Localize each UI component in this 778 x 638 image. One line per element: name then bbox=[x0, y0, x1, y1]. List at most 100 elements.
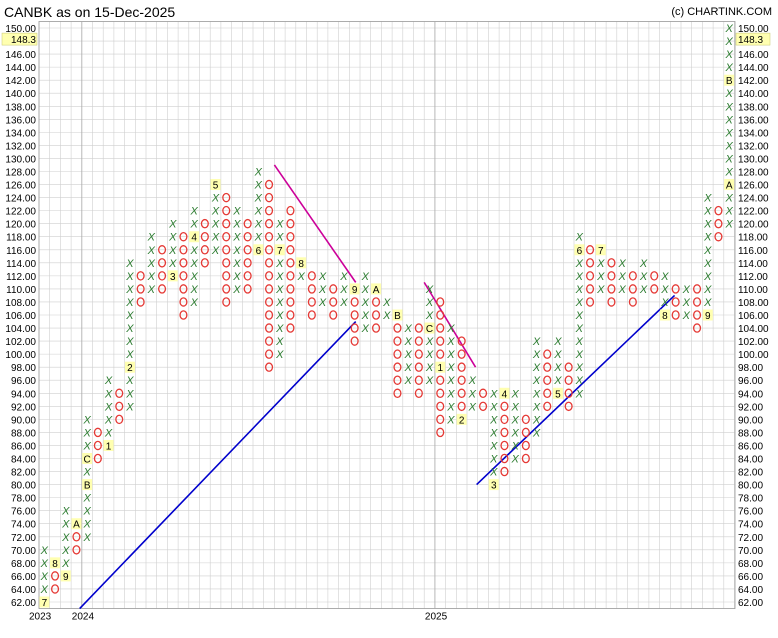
o-box bbox=[264, 284, 274, 294]
x-box: X bbox=[361, 271, 370, 283]
x-box: X bbox=[318, 271, 327, 283]
month-marker-bg bbox=[210, 179, 221, 191]
x-box: X bbox=[61, 532, 70, 544]
x-box: X bbox=[147, 284, 156, 296]
month-marker-bg bbox=[724, 74, 735, 86]
month-marker: C bbox=[84, 455, 91, 466]
x-box: X bbox=[489, 414, 498, 426]
x-box: X bbox=[361, 323, 370, 335]
x-box: X bbox=[553, 349, 562, 361]
o-box bbox=[457, 349, 466, 359]
current-price-box-right bbox=[735, 32, 771, 46]
x-box: X bbox=[104, 427, 113, 439]
o-box bbox=[543, 375, 552, 385]
x-box: X bbox=[254, 167, 263, 179]
x-box: X bbox=[232, 232, 241, 244]
o-box bbox=[714, 205, 723, 216]
x-box: X bbox=[125, 375, 134, 387]
x-box: X bbox=[724, 127, 733, 139]
x-box: X bbox=[82, 506, 91, 518]
o-box bbox=[264, 258, 274, 268]
y-tick-label-right: 86.00 bbox=[738, 441, 763, 452]
x-box: X bbox=[189, 206, 198, 218]
o-box bbox=[371, 310, 381, 320]
x-box: X bbox=[446, 414, 455, 426]
o-box bbox=[500, 453, 509, 464]
x-box: X bbox=[703, 297, 712, 309]
x-box: X bbox=[446, 375, 455, 387]
x-box: X bbox=[724, 153, 733, 165]
o-box bbox=[264, 297, 274, 307]
x-box: X bbox=[532, 375, 541, 387]
month-marker: B bbox=[726, 76, 733, 87]
x-box: X bbox=[403, 362, 412, 374]
o-box bbox=[585, 258, 595, 268]
x-box: X bbox=[639, 271, 648, 283]
month-marker: 7 bbox=[598, 246, 604, 257]
x-box: X bbox=[724, 23, 733, 35]
x-box: X bbox=[275, 258, 284, 270]
o-box bbox=[115, 401, 124, 412]
x-box: X bbox=[532, 336, 541, 348]
x-box: X bbox=[532, 349, 541, 361]
o-box bbox=[393, 336, 402, 346]
o-box bbox=[286, 218, 295, 229]
x-box: X bbox=[575, 349, 584, 361]
x-box: X bbox=[147, 245, 156, 257]
x-box: X bbox=[211, 232, 220, 244]
o-box bbox=[436, 297, 445, 307]
y-tick-label-left: 86.00 bbox=[11, 441, 36, 452]
x-box: X bbox=[189, 284, 198, 296]
x-box: X bbox=[82, 467, 91, 479]
resistance-trendline bbox=[423, 281, 477, 368]
o-box bbox=[500, 427, 509, 438]
o-box bbox=[222, 284, 231, 294]
o-box bbox=[628, 297, 637, 307]
o-box bbox=[222, 258, 231, 268]
y-tick-label-right: 128.00 bbox=[738, 168, 769, 179]
x-box: X bbox=[125, 271, 134, 283]
x-box: X bbox=[125, 297, 134, 309]
o-box bbox=[436, 375, 445, 385]
month-marker-bg bbox=[456, 413, 467, 425]
x-box: X bbox=[425, 349, 434, 361]
chart-title: CANBK as on 15-Dec-2025 bbox=[4, 4, 176, 20]
y-tick-label-left: 122.00 bbox=[5, 207, 36, 218]
o-box bbox=[222, 231, 231, 242]
month-marker: 8 bbox=[662, 311, 668, 322]
o-box bbox=[393, 349, 402, 359]
x-box: X bbox=[660, 297, 669, 309]
o-box bbox=[286, 323, 295, 333]
o-box bbox=[307, 284, 316, 294]
x-box: X bbox=[703, 245, 712, 257]
o-box bbox=[457, 375, 466, 385]
x-box: X bbox=[532, 388, 541, 400]
o-box bbox=[200, 258, 209, 268]
y-tick-label-right: 88.00 bbox=[738, 428, 763, 439]
x-box: X bbox=[660, 284, 669, 296]
y-tick-label-right: 76.00 bbox=[738, 507, 763, 518]
o-box bbox=[521, 414, 530, 425]
x-box: X bbox=[382, 310, 391, 322]
o-box bbox=[50, 584, 60, 594]
x-box: X bbox=[660, 271, 669, 283]
y-tick-label-right: 102.00 bbox=[738, 337, 769, 348]
o-box bbox=[264, 192, 274, 203]
x-box: X bbox=[125, 401, 134, 413]
month-marker-bg bbox=[724, 179, 735, 191]
o-box bbox=[436, 388, 445, 399]
x-box: X bbox=[724, 101, 733, 113]
y-tick-label-left: 134.00 bbox=[5, 128, 36, 139]
o-box bbox=[264, 179, 274, 190]
y-tick-label-right: 124.00 bbox=[738, 194, 769, 205]
o-box bbox=[286, 284, 295, 294]
x-box: X bbox=[125, 284, 134, 296]
y-tick-label-left: 90.00 bbox=[11, 415, 36, 426]
o-box bbox=[500, 401, 509, 412]
current-price-label-right: 148.3 bbox=[738, 35, 763, 46]
x-box: X bbox=[724, 62, 733, 74]
month-marker-bg bbox=[435, 361, 446, 373]
y-tick-label-left: 146.00 bbox=[5, 50, 36, 61]
o-box bbox=[222, 205, 231, 216]
x-box: X bbox=[575, 284, 584, 296]
